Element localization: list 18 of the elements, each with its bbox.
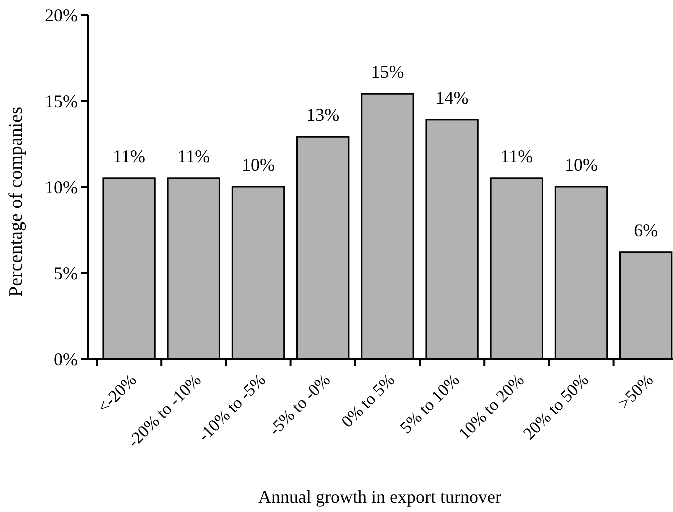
x-tick-label: 0% to 5% bbox=[338, 370, 399, 432]
data-label: 6% bbox=[634, 220, 658, 240]
data-label: 11% bbox=[113, 146, 146, 166]
y-tick-label: 10% bbox=[45, 177, 78, 198]
data-label: 10% bbox=[242, 155, 275, 175]
y-tick-label: 0% bbox=[54, 349, 78, 370]
y-tick-label: 5% bbox=[54, 263, 78, 284]
data-label: 11% bbox=[178, 146, 210, 166]
y-tick-label: 20% bbox=[45, 5, 78, 26]
x-tick-label: -5% to -0% bbox=[265, 370, 334, 440]
data-label: 10% bbox=[565, 155, 598, 175]
data-label: 14% bbox=[436, 88, 469, 108]
x-axis-title: Annual growth in export turnover bbox=[258, 487, 502, 507]
y-axis-title: Percentage of companies bbox=[6, 107, 27, 297]
data-label: 15% bbox=[371, 62, 404, 82]
data-label: 13% bbox=[306, 105, 340, 126]
y-tick-label: 15% bbox=[45, 91, 78, 112]
data-label: 11% bbox=[500, 146, 534, 166]
